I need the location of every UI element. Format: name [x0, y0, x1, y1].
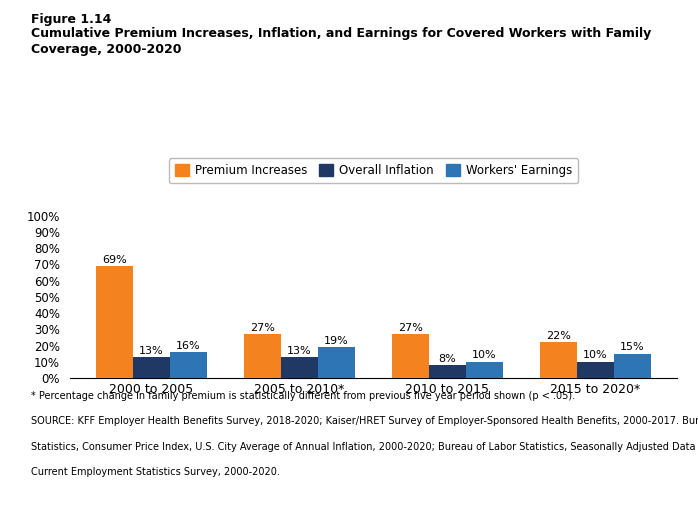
Bar [281, 357, 318, 378]
Text: 10%: 10% [584, 351, 608, 361]
Bar [577, 362, 614, 378]
Text: Statistics, Consumer Price Index, U.S. City Average of Annual Inflation, 2000-20: Statistics, Consumer Price Index, U.S. C… [31, 442, 698, 452]
Text: 10%: 10% [473, 351, 497, 361]
Text: 27%: 27% [398, 323, 423, 333]
Bar [170, 352, 207, 378]
Text: Cumulative Premium Increases, Inflation, and Earnings for Covered Workers with F: Cumulative Premium Increases, Inflation,… [31, 27, 652, 40]
Bar [429, 365, 466, 378]
Text: Coverage, 2000-2020: Coverage, 2000-2020 [31, 43, 182, 56]
Text: 69%: 69% [102, 255, 126, 265]
Bar [392, 334, 429, 378]
Text: 13%: 13% [139, 345, 163, 355]
Bar [466, 362, 503, 378]
Text: 16%: 16% [176, 341, 200, 351]
Text: 13%: 13% [287, 345, 312, 355]
Text: Current Employment Statistics Survey, 2000-2020.: Current Employment Statistics Survey, 20… [31, 467, 281, 477]
Text: 19%: 19% [324, 336, 349, 346]
Bar [318, 347, 355, 378]
Bar [133, 357, 170, 378]
Bar [614, 354, 651, 378]
Text: 27%: 27% [250, 323, 275, 333]
Text: 22%: 22% [546, 331, 571, 341]
Legend: Premium Increases, Overall Inflation, Workers' Earnings: Premium Increases, Overall Inflation, Wo… [169, 158, 578, 183]
Text: SOURCE: KFF Employer Health Benefits Survey, 2018-2020; Kaiser/HRET Survey of Em: SOURCE: KFF Employer Health Benefits Sur… [31, 416, 698, 426]
Bar [540, 342, 577, 378]
Bar [96, 266, 133, 378]
Text: Figure 1.14: Figure 1.14 [31, 13, 112, 26]
Text: 15%: 15% [621, 342, 645, 352]
Text: 8%: 8% [438, 354, 456, 364]
Text: * Percentage change in family premium is statistically different from previous f: * Percentage change in family premium is… [31, 391, 576, 401]
Bar [244, 334, 281, 378]
